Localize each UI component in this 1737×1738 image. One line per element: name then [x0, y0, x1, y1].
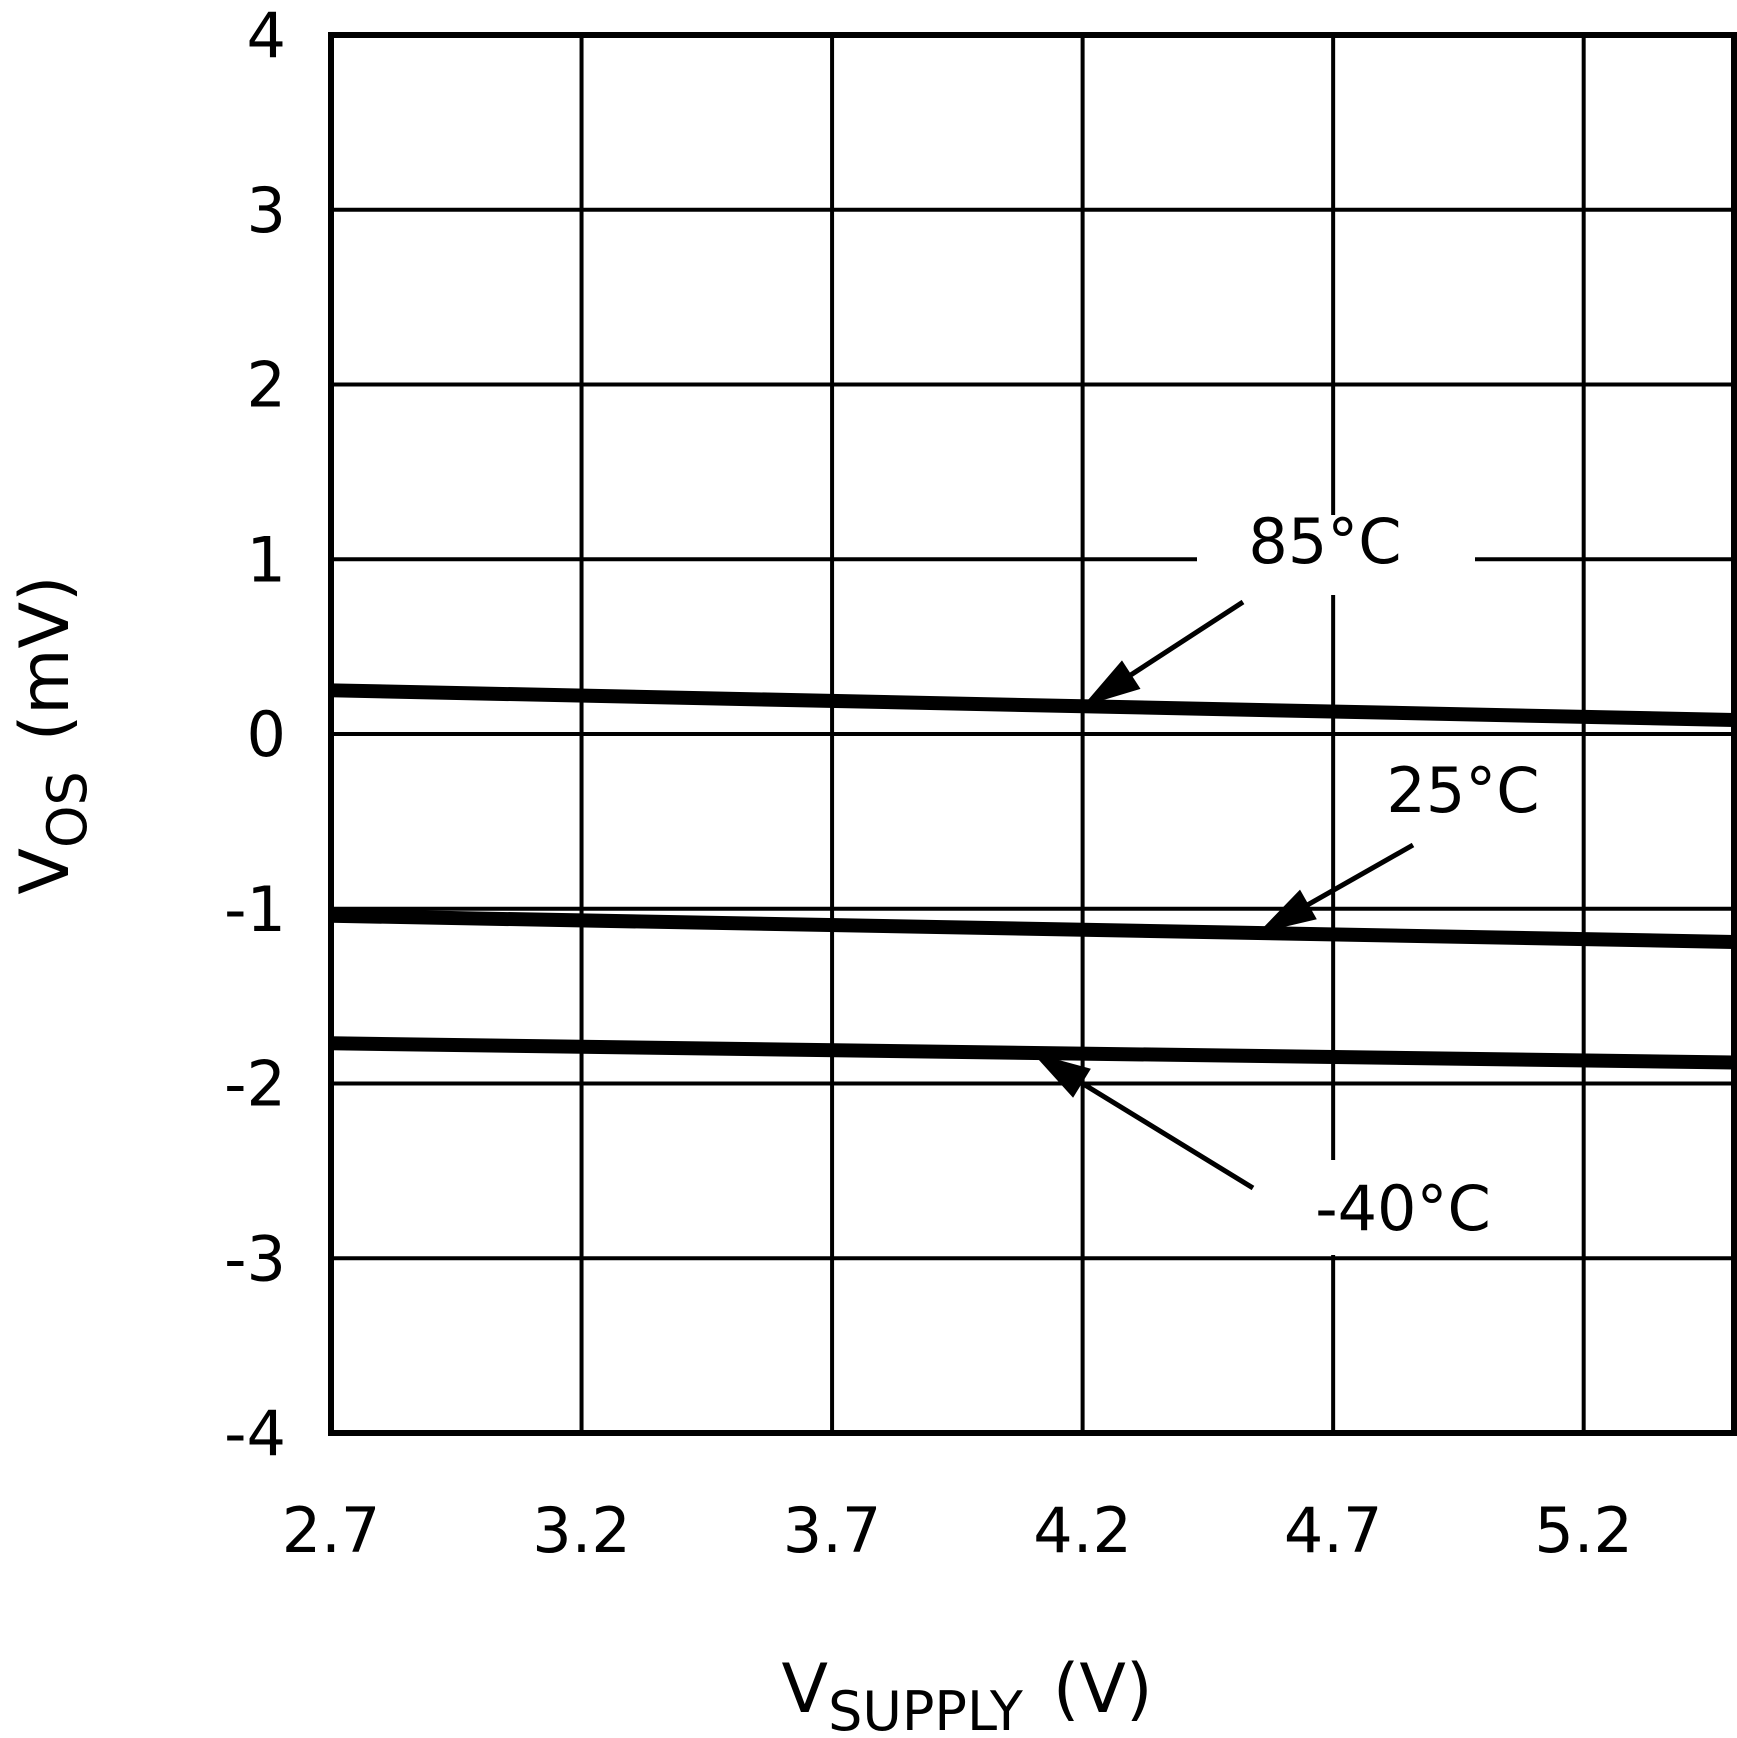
series-line — [330, 908, 1735, 949]
x-tick-label: 3.2 — [532, 1494, 631, 1567]
y-axis-title: VOS (mV) — [6, 575, 99, 894]
annotation-mask — [1197, 515, 1475, 595]
tick-labels: 2.7 3.2 3.7 4.2 4.7 5.2 -4 -3 -2 -1 0 1 2 3 4 — [224, 0, 1633, 1567]
annotation-arrow-head — [1257, 889, 1317, 934]
x-axis-title-sub: SUPPLY — [828, 1680, 1024, 1738]
grid-lines — [331, 35, 1734, 1433]
y-tick-label: -2 — [224, 1048, 286, 1121]
x-tick-label: 4.7 — [1284, 1494, 1383, 1567]
x-tick-label: 3.7 — [783, 1494, 882, 1567]
x-axis-title-unit: (V) — [1053, 1650, 1153, 1729]
y-tick-label: -4 — [224, 1397, 286, 1470]
x-axis-title: VSUPPLY (V) — [782, 1650, 1153, 1738]
annotation-arrow-head — [1032, 1052, 1091, 1098]
y-tick-label: -3 — [224, 1222, 286, 1295]
y-axis-title-sub: OS — [36, 771, 99, 848]
y-tick-label: 2 — [247, 349, 286, 422]
series-line — [330, 683, 1735, 728]
y-tick-label: 0 — [247, 698, 286, 771]
y-tick-label: -1 — [224, 873, 286, 946]
x-tick-label: 4.2 — [1033, 1494, 1132, 1567]
plot-frame — [328, 32, 1737, 1436]
y-tick-label: 1 — [247, 523, 286, 596]
x-tick-label: 2.7 — [282, 1494, 381, 1567]
annotation-arrow-head — [1082, 660, 1141, 707]
annotation-label: -40°C — [1315, 1172, 1491, 1245]
y-tick-label: 3 — [247, 174, 286, 247]
annotations: 85°C 25°C -40°C — [1031, 505, 1567, 1255]
x-tick-label: 5.2 — [1534, 1494, 1633, 1567]
y-axis-title-main: V — [6, 848, 85, 895]
annotation-label: 85°C — [1248, 505, 1401, 578]
x-axis-title-main: V — [782, 1650, 829, 1729]
annotation-label: 25°C — [1386, 754, 1539, 827]
annotation-mask — [1235, 1160, 1567, 1255]
y-tick-label: 4 — [247, 0, 286, 72]
y-axis-title-unit: (mV) — [6, 575, 85, 741]
series-lines — [330, 683, 1735, 1070]
